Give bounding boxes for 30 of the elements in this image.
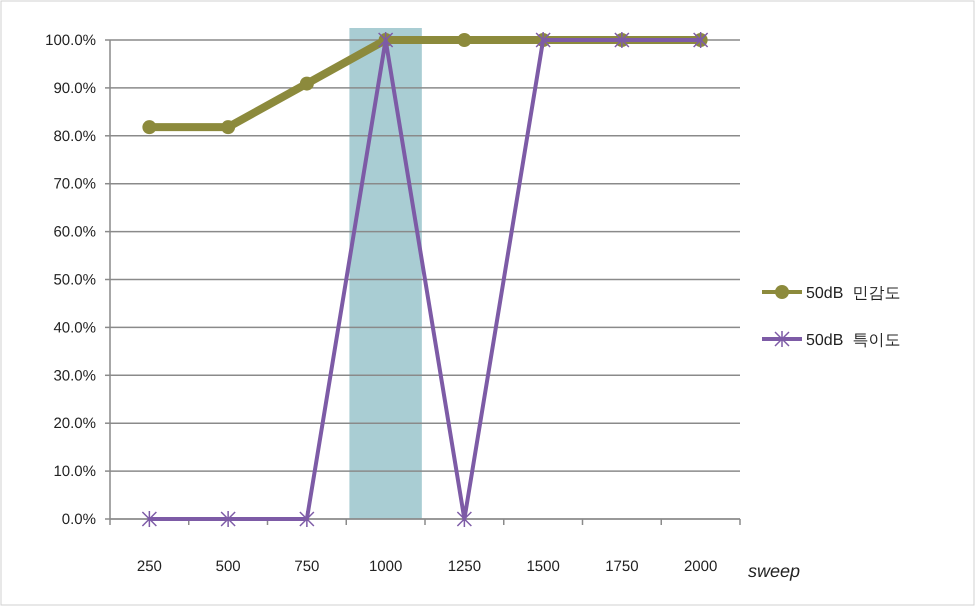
y-tick-label: 10.0% xyxy=(53,463,96,480)
x-axis-title: sweep xyxy=(748,561,800,581)
point xyxy=(142,510,158,528)
y-tick-label: 30.0% xyxy=(53,367,96,384)
point xyxy=(142,120,156,134)
y-tick-label: 100.0% xyxy=(45,32,96,49)
point xyxy=(457,33,472,47)
y-tick-label: 0.0% xyxy=(62,511,96,528)
x-tick-label: 2000 xyxy=(684,558,718,575)
x-tick-label: 1250 xyxy=(448,558,482,575)
point xyxy=(300,76,314,91)
point xyxy=(221,120,236,134)
x-tick-label: 1500 xyxy=(526,558,560,575)
y-tick-label: 60.0% xyxy=(53,224,96,241)
legend-label: 50dB 민감도 xyxy=(806,285,900,302)
y-tick-label: 80.0% xyxy=(53,128,96,145)
y-tick-label: 50.0% xyxy=(53,272,96,288)
y-tick-label: 70.0% xyxy=(53,176,96,193)
x-tick-label: 1000 xyxy=(368,558,402,575)
point xyxy=(220,510,236,528)
point xyxy=(456,510,472,528)
legend-label: 50dB 특이도 xyxy=(806,332,900,349)
y-tick-label: 90.0% xyxy=(53,80,96,97)
x-tick-label: 500 xyxy=(216,558,241,575)
x-tick-label: 1750 xyxy=(605,558,639,575)
point xyxy=(299,510,315,528)
x-tick-label: 750 xyxy=(294,558,320,575)
y-tick-label: 40.0% xyxy=(53,319,96,336)
x-tick-label: 250 xyxy=(136,558,162,575)
y-tick-label: 20.0% xyxy=(53,415,96,432)
